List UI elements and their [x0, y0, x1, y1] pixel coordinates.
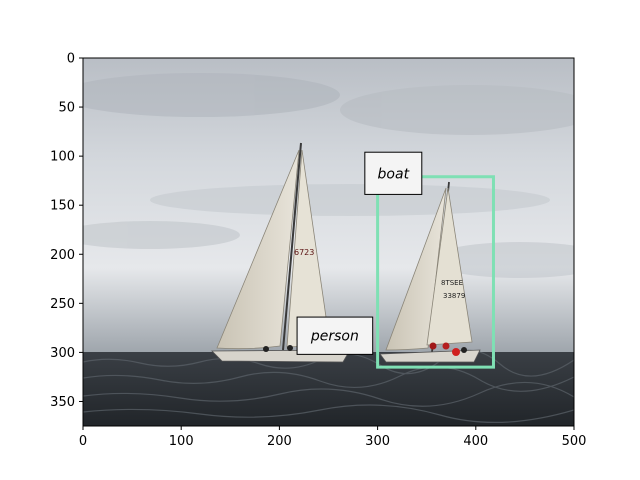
boat-label-text: boat: [378, 166, 410, 182]
x-tick-label: 100: [169, 434, 194, 449]
x-tick-label: 0: [79, 434, 87, 449]
plot-frame: [82, 57, 575, 427]
y-tick-label: 350: [50, 395, 75, 410]
x-tick-label: 400: [463, 434, 488, 449]
sail-number: 6723: [294, 248, 314, 257]
person-label-box: [296, 316, 374, 355]
y-tick-label: 300: [50, 346, 75, 361]
boat-label-box: [364, 151, 423, 195]
x-tick-label: 200: [267, 434, 292, 449]
sailboat-right: 8TSEE 33879: [379, 181, 481, 363]
boat-bounding-box: [376, 175, 495, 369]
y-tick-label: 100: [50, 150, 75, 165]
y-tick-label: 50: [58, 101, 75, 116]
annotation-layer: boat person: [296, 151, 495, 369]
y-tick-label: 250: [50, 297, 75, 312]
sail-number-right-2: 33879: [443, 292, 465, 300]
sail-number-right-1: 8TSEE: [441, 279, 463, 287]
x-axis: 0 100 200 300 400 500: [79, 426, 587, 449]
person-label-text: person: [310, 329, 359, 345]
y-axis: 0 50 100 150 200 250 300 350: [50, 52, 83, 410]
y-tick-label: 0: [67, 52, 75, 67]
y-tick-label: 200: [50, 248, 75, 263]
x-tick-label: 300: [365, 434, 390, 449]
x-tick-label: 500: [562, 434, 587, 449]
clouds: [83, 73, 574, 278]
photo-sailboats: 6723 8TSEE 33879: [83, 58, 574, 426]
y-tick-label: 150: [50, 199, 75, 214]
